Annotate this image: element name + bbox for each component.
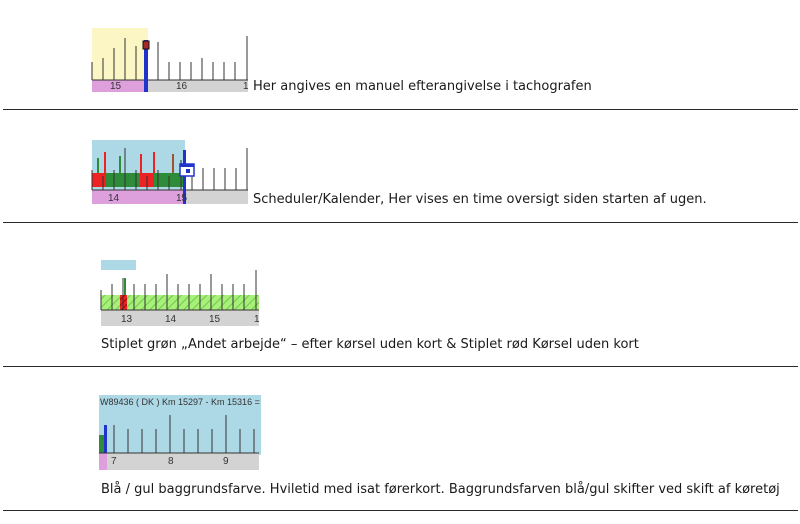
caption-scheduler: Scheduler/Kalender, Her vises en time ov… (253, 192, 707, 207)
yellow-background (92, 28, 148, 80)
ruler-label: 14 (108, 193, 120, 204)
green-block (99, 435, 104, 453)
vehicle-strip: W89436 ( DK ) Km 15297 - Km 15316 = 7 8 … (99, 395, 261, 470)
ruler-label: 1 (254, 314, 260, 325)
divider (3, 109, 798, 110)
pink-band (92, 80, 148, 92)
green-band (92, 173, 185, 187)
ruler-label: 8 (168, 456, 174, 467)
pink-band (92, 190, 185, 204)
divider (3, 222, 798, 223)
manual-entry-marker (144, 40, 148, 92)
tachograph-strip-1: 15 16 1 (91, 28, 249, 92)
vehicle-label: W89436 ( DK ) Km 15297 - Km 15316 = (100, 397, 260, 407)
ruler-ticks (113, 415, 255, 453)
divider (3, 366, 798, 367)
caption-dashed-activity: Stiplet grøn „Andet arbejde“ – efter kør… (101, 337, 639, 352)
current-time-marker (183, 150, 186, 204)
ruler-label: 1 (243, 81, 249, 92)
ruler-label: 9 (223, 456, 229, 467)
ruler-label: 15 (176, 193, 188, 204)
edit-icon[interactable] (142, 40, 150, 50)
ruler-ticks (91, 36, 248, 80)
blue-header-bar (101, 260, 136, 270)
blue-background (99, 395, 261, 455)
red-block (92, 173, 106, 187)
grey-band (107, 453, 259, 470)
calendar-icon[interactable] (179, 163, 195, 177)
caption-vehicle-background: Blå / gul baggrundsfarve. Hviletid med i… (101, 482, 780, 497)
ruler-label: 14 (165, 314, 177, 325)
dashed-activity-strip: 13 14 15 1 (100, 260, 260, 326)
ruler-label: 7 (111, 456, 117, 467)
caption-manual-entry: Her angives en manuel efterangivelse i t… (253, 79, 592, 94)
divider (3, 510, 798, 511)
blue-marker (104, 425, 107, 455)
activity-bars (97, 152, 174, 173)
grey-band (185, 190, 248, 204)
ruler-label: 15 (110, 81, 122, 92)
scheduler-strip: 14 15 (91, 140, 248, 204)
ruler-label: 15 (209, 314, 221, 325)
ruler-label: 16 (176, 81, 188, 92)
dashed-green-other-work (101, 295, 259, 310)
pink-band (99, 453, 107, 470)
grey-band (101, 310, 259, 326)
ruler-ticks (100, 270, 257, 310)
ruler-label: 13 (121, 314, 133, 325)
grey-band (148, 80, 248, 92)
